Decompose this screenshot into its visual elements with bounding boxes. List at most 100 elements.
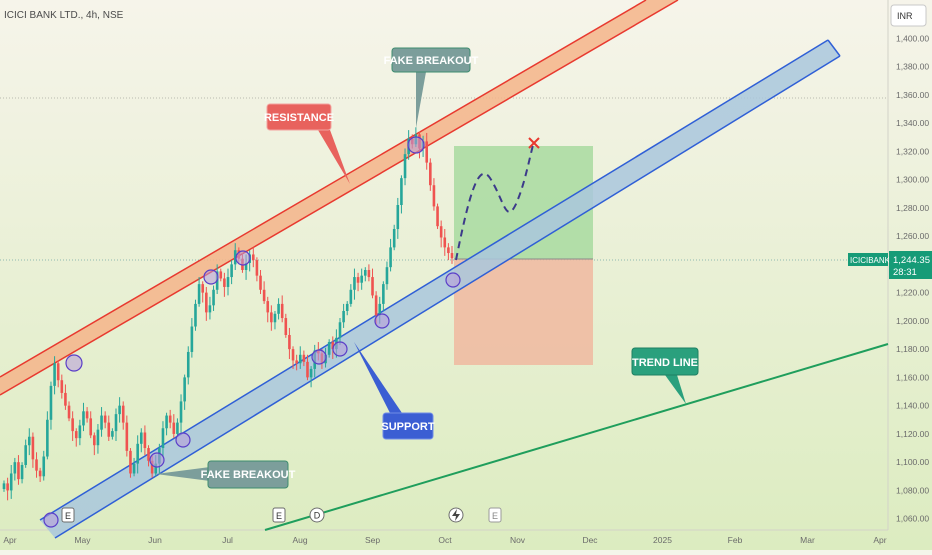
touch-circle	[149, 452, 165, 468]
time-tick-label: Apr	[873, 535, 886, 545]
callout-fake-breakout-top[interactable]: FAKE BREAKOUT	[384, 47, 479, 128]
event-marker-label: E	[65, 511, 71, 521]
price-tick-label: 1,300.00	[896, 175, 929, 185]
target-cross-icon	[528, 137, 540, 149]
candle-body	[197, 284, 201, 304]
touch-circle	[445, 272, 461, 288]
symbol-info: ICICI BANK LTD., 4h, NSE	[4, 10, 124, 21]
candle-body	[309, 368, 313, 378]
time-tick-label: Apr	[3, 535, 16, 545]
price-tick-label: 1,340.00	[896, 118, 929, 128]
candle-body	[53, 363, 56, 386]
candle-body	[201, 284, 205, 293]
candle-body	[291, 349, 295, 361]
price-tick-label: 1,080.00	[896, 485, 929, 495]
candle-body	[251, 254, 255, 261]
candle-body	[168, 415, 172, 423]
candle-body	[378, 303, 382, 316]
candle-body	[143, 432, 147, 449]
candle-body	[107, 422, 111, 437]
touch-circle	[311, 349, 327, 365]
time-axis[interactable]: Apr May Jun Jul Aug Sep Oct Nov Dec 2025 Feb Mar Apr	[3, 535, 886, 545]
event-marker-dividend[interactable]: D	[309, 507, 325, 523]
candle-body	[371, 277, 374, 296]
touch-circle	[203, 269, 219, 285]
candle-body	[360, 275, 363, 283]
candle-body	[436, 206, 439, 227]
candle-body	[363, 270, 367, 276]
support-lower-line[interactable]	[54, 55, 841, 539]
callout-support[interactable]: SUPPORT	[354, 342, 435, 440]
lightning-icon[interactable]	[448, 507, 464, 523]
candle-body	[27, 436, 31, 446]
candle-body	[392, 229, 396, 248]
current-price-tag: ICICIBANK 1,244.35 28:31	[848, 251, 932, 279]
price-tick-label: 1,120.00	[896, 429, 929, 439]
trend-line[interactable]	[264, 343, 889, 531]
time-tick-label: Jul	[222, 535, 233, 545]
resistance-label: RESISTANCE	[264, 112, 334, 124]
candle-body	[74, 431, 78, 439]
candle-body	[429, 162, 432, 186]
event-marker-label: E	[276, 511, 282, 521]
price-axis[interactable]: 1,060.00 1,080.00 1,100.00 1,120.00 1,140.00…	[896, 33, 929, 523]
candle-body	[161, 428, 165, 449]
candle-body	[345, 303, 349, 311]
candle-body	[89, 418, 93, 436]
candle-body	[194, 303, 197, 327]
fake-breakout-top-label: FAKE BREAKOUT	[384, 55, 479, 67]
touch-circle	[332, 341, 348, 357]
trend-line-label: TREND LINE	[632, 357, 698, 369]
candle-body	[288, 335, 291, 350]
candle-body	[327, 342, 331, 355]
event-marker-earnings[interactable]: E	[488, 507, 502, 523]
touch-circle	[407, 136, 425, 154]
projection-path[interactable]	[455, 144, 534, 261]
time-tick-label: Jun	[148, 535, 162, 545]
candle-body	[111, 431, 114, 437]
candle-body	[349, 289, 353, 304]
candle-body	[244, 262, 248, 270]
candle-body	[306, 361, 309, 378]
candle-body	[273, 313, 277, 323]
support-end-cap	[827, 39, 841, 57]
candle-body	[132, 463, 136, 474]
candle-body	[450, 253, 454, 259]
candle-body	[367, 270, 371, 278]
candle-body	[353, 277, 356, 290]
callout-fake-breakout-bottom[interactable]: FAKE BREAKOUT	[156, 460, 296, 489]
callout-resistance[interactable]: RESISTANCE	[264, 103, 350, 184]
candle-body	[425, 141, 429, 163]
candle-body	[78, 425, 82, 439]
event-marker-earnings[interactable]: E	[272, 507, 286, 523]
price-tick-label: 1,380.00	[896, 62, 929, 72]
candle-body	[46, 419, 49, 457]
callout-trend-line[interactable]: TREND LINE	[631, 347, 699, 404]
candle-body	[165, 415, 168, 429]
candle-body	[179, 401, 183, 423]
touch-circle	[175, 432, 191, 448]
currency-button[interactable]: INR	[890, 4, 927, 27]
touch-circle	[65, 354, 83, 372]
candle-body	[295, 360, 298, 364]
candle-body	[176, 422, 179, 434]
candle-body	[172, 422, 176, 434]
event-marker-earnings[interactable]: E	[61, 507, 75, 523]
candle-body	[154, 463, 158, 474]
time-tick-label: Dec	[582, 535, 598, 545]
resistance-upper-line[interactable]	[0, 0, 647, 378]
event-marker-label: D	[314, 511, 321, 521]
candle-body	[49, 385, 53, 420]
time-tick-label: Feb	[728, 535, 743, 545]
candle-body	[262, 289, 266, 302]
time-tick-label: 2025	[653, 535, 672, 545]
resistance-lower-line[interactable]	[0, 0, 679, 396]
candle-body	[31, 436, 35, 460]
ticker-label: ICICIBANK	[850, 256, 891, 265]
support-upper-line[interactable]	[39, 39, 829, 521]
candle-body	[374, 295, 378, 316]
candle-body	[385, 267, 389, 285]
candle-body	[71, 418, 74, 432]
